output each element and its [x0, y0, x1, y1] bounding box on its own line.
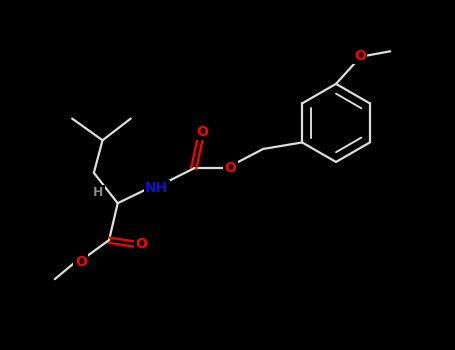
- Text: O: O: [225, 161, 237, 175]
- Text: O: O: [197, 125, 208, 139]
- Text: O: O: [354, 49, 366, 63]
- Text: O: O: [136, 237, 147, 251]
- Text: NH: NH: [145, 181, 168, 195]
- Text: H: H: [93, 186, 103, 199]
- Text: O: O: [75, 255, 87, 269]
